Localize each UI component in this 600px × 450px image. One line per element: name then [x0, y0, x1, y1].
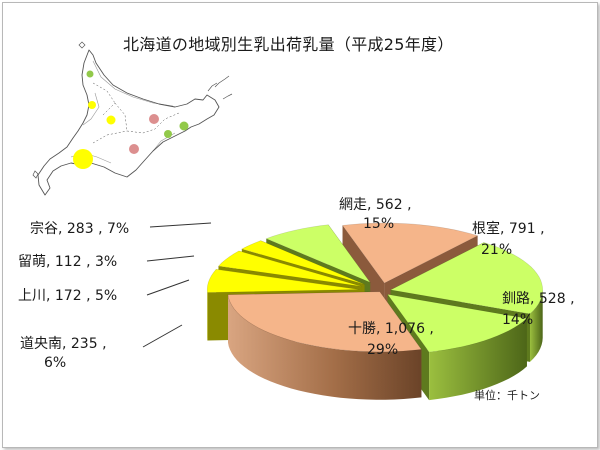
island-rishiri	[78, 41, 86, 49]
slice-留萌	[240, 240, 365, 285]
slice-十勝	[227, 291, 422, 352]
pie-chart: 網走, 562 , 15% 根室, 791 , 21% 釧路, 528 , 14% 十勝, …	[18, 41, 575, 402]
slice-上川	[217, 250, 362, 287]
slice-道央南	[206, 268, 360, 293]
data-label-pct-十勝: 29%	[367, 342, 398, 358]
map-dot-doonan	[73, 149, 93, 169]
data-label-道央南: 道央南, 235 ,	[20, 336, 107, 352]
slice-rim-十勝-0	[228, 294, 422, 400]
data-label-十勝: 十勝, 1,076 ,	[348, 321, 434, 337]
hokkaido-inner-outline	[70, 60, 176, 164]
island-okushiri	[32, 170, 39, 179]
map-dot-abashiri	[149, 114, 159, 124]
map-dot-rumoi	[88, 101, 96, 109]
data-label-宗谷: 宗谷, 283 , 7%	[30, 221, 129, 237]
map-dot-nemuro	[179, 121, 189, 131]
data-label-釧路: 釧路, 528 ,	[502, 291, 575, 307]
slice-釧路	[386, 293, 528, 353]
slice-根室	[389, 242, 544, 315]
leader-line-道央南	[142, 324, 183, 348]
map-dot-soya	[86, 70, 94, 78]
data-label-根室: 根室, 791 ,	[472, 220, 545, 237]
map-dot-kushiro	[164, 130, 172, 138]
leader-line-上川	[146, 279, 190, 296]
data-label-pct-網走: 15%	[363, 216, 394, 232]
leader-line-留萌	[146, 255, 195, 262]
map-dot-kamikawa	[106, 115, 116, 125]
data-label-pct-根室: 21%	[481, 242, 512, 258]
data-label-pct-釧路: 14%	[502, 312, 533, 328]
hokkaido-outline	[37, 49, 220, 196]
data-label-留萌: 留萌, 112 , 3%	[18, 254, 117, 270]
slice-rim-釧路-0	[429, 318, 527, 401]
slice-宗谷	[265, 224, 372, 284]
unit-label: 単位：千トン	[474, 388, 540, 402]
map-dot-tokachi	[129, 144, 139, 154]
data-label-pct-道央南: 6%	[44, 355, 66, 371]
chart-title: 北海道の地域別生乳出荷乳量（平成25年度）	[123, 35, 454, 54]
slice-rim-根室-0	[530, 289, 543, 362]
data-label-上川: 上川, 172 , 5%	[18, 288, 117, 304]
hokkaido-map	[32, 41, 233, 196]
slice-網走	[341, 222, 479, 284]
data-label-網走: 網走, 562 ,	[339, 197, 412, 213]
leader-line-宗谷	[149, 222, 212, 228]
subregion-boundaries	[92, 82, 180, 144]
northern-islands	[207, 75, 233, 100]
